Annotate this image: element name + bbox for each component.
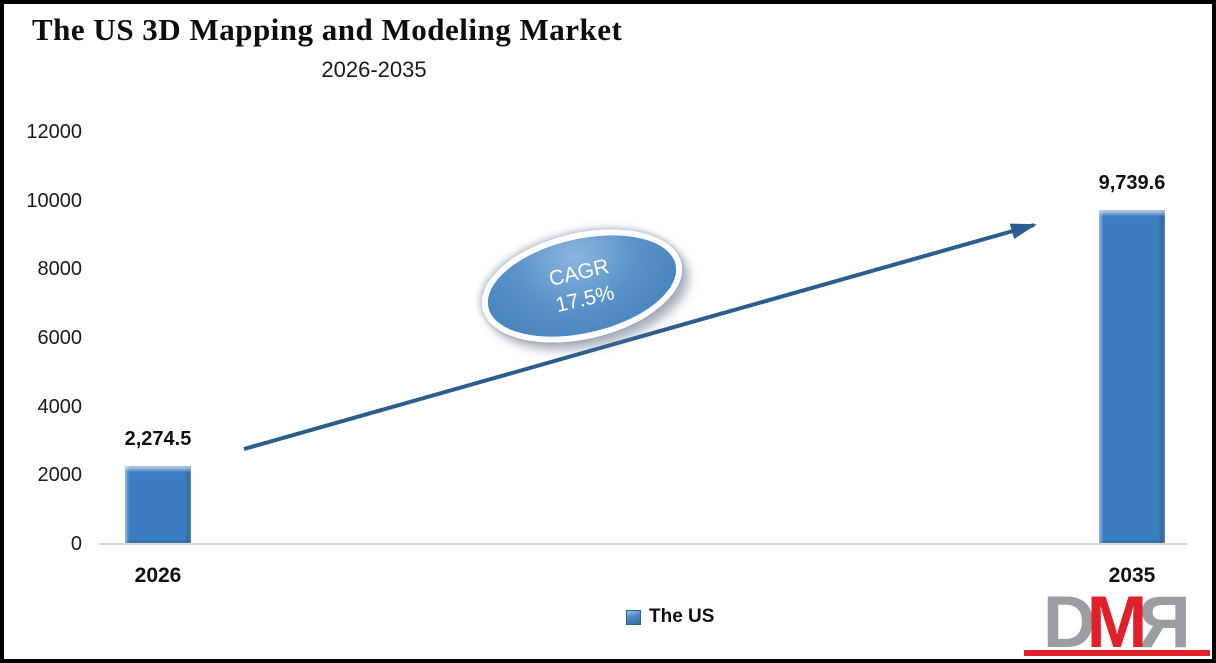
cagr-badge: CAGR 17.5% (470, 211, 694, 361)
legend-label: The US (649, 606, 715, 627)
bar-2026 (125, 465, 191, 543)
category-label: 2035 (1108, 564, 1156, 587)
y-tick-label: 12000 (26, 121, 82, 143)
data-label: 9,739.6 (1098, 171, 1166, 194)
x-axis-line (99, 543, 1187, 545)
y-tick-label: 0 (70, 533, 82, 555)
y-tick-label: 8000 (37, 258, 83, 281)
category-label: 2026 (134, 564, 182, 587)
y-tick-label: 4000 (37, 395, 83, 418)
y-tick-label: 2000 (37, 464, 83, 487)
dmr-logo-letters: D M R (1024, 582, 1210, 663)
y-tick-label: 6000 (37, 327, 83, 349)
chart-title: The US 3D Mapping and Modeling Market (32, 12, 623, 47)
legend-marker (626, 609, 641, 625)
bar-2035 (1099, 209, 1165, 543)
logo-underline (1024, 650, 1210, 656)
logo-letter-m: M (1086, 582, 1148, 663)
chart-subtitle: 2026-2035 (321, 57, 427, 82)
dmr-logo: D M R (1024, 582, 1210, 663)
y-tick-label: 10000 (26, 189, 82, 212)
logo-letter-d: D (1042, 582, 1096, 663)
data-label: 2,274.5 (124, 427, 192, 450)
legend: The US (626, 606, 714, 628)
